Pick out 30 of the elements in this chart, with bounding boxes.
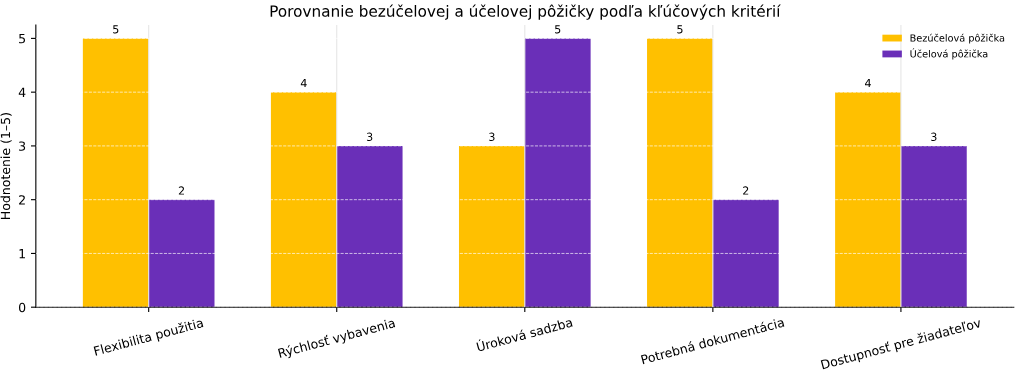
data-label: 2 — [178, 186, 185, 195]
data-label: 3 — [489, 132, 495, 141]
y-tick-label: 4 — [18, 87, 26, 97]
bar — [524, 38, 591, 308]
data-label: 5 — [555, 25, 561, 34]
y-tick-label: 3 — [19, 141, 26, 151]
legend-label: Účelová pôžička — [910, 48, 988, 60]
y-tick-label: 0 — [18, 302, 26, 313]
bar — [336, 145, 403, 308]
data-label: 3 — [366, 132, 373, 141]
bar — [148, 199, 215, 308]
y-tick-label: 2 — [19, 195, 25, 205]
bar — [270, 92, 337, 308]
bar — [900, 145, 967, 308]
y-tick-label: 1 — [19, 249, 25, 259]
bar — [712, 199, 779, 308]
bar — [458, 145, 525, 308]
y-axis-title: Hodnotenie (1–5) — [0, 113, 12, 219]
bar — [647, 38, 713, 308]
data-label: 2 — [743, 186, 749, 195]
y-tick-label: 5 — [19, 34, 26, 44]
bar — [82, 38, 149, 308]
legend-label: Bezúčelová pôžička — [910, 33, 1005, 44]
bar — [835, 92, 901, 308]
data-label: 5 — [113, 25, 119, 34]
data-label: 5 — [677, 25, 683, 34]
data-label: 4 — [865, 78, 871, 88]
data-label: 3 — [931, 132, 937, 141]
data-label: 4 — [300, 78, 307, 88]
chart-title: Porovnanie bezúčelovej a účelovej pôžičky podľa kľúčových kritérií — [270, 4, 781, 20]
